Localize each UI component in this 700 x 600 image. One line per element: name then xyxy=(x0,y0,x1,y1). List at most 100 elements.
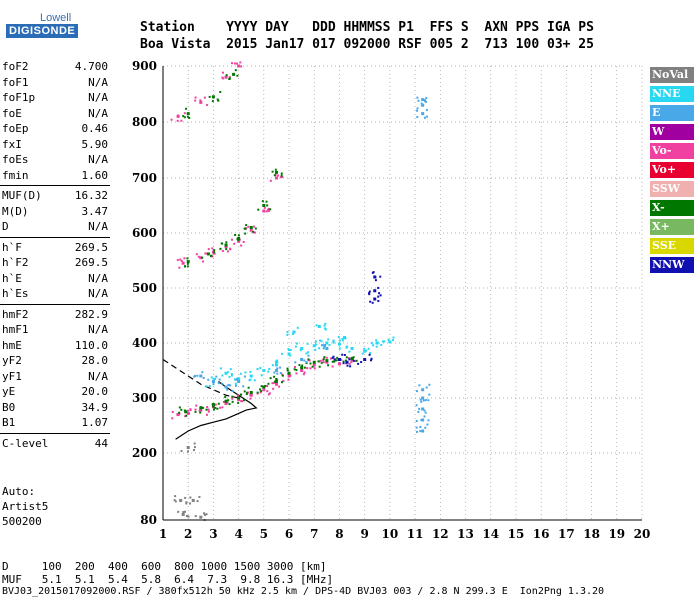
data-point xyxy=(254,227,257,230)
param-name: yE xyxy=(2,385,16,398)
data-point xyxy=(240,400,243,403)
data-point xyxy=(309,362,312,365)
param-value: 44 xyxy=(94,436,108,450)
data-point xyxy=(344,359,347,362)
data-point xyxy=(343,353,346,356)
param-value: N/A xyxy=(88,75,108,89)
data-point xyxy=(392,336,395,339)
param-name: B0 xyxy=(2,400,16,414)
data-point xyxy=(363,358,367,361)
data-point xyxy=(328,344,331,347)
param-name: foF2 xyxy=(2,60,29,73)
data-point xyxy=(199,408,203,412)
param-value: 0.46 xyxy=(81,122,109,135)
data-point xyxy=(325,347,329,350)
profile-line xyxy=(175,381,258,440)
data-point xyxy=(256,391,259,394)
data-point xyxy=(294,345,297,348)
data-point xyxy=(237,234,240,237)
data-point xyxy=(174,495,177,498)
data-point xyxy=(249,370,252,373)
legend-item-vo: Vo+ xyxy=(650,162,694,178)
data-point xyxy=(262,209,266,213)
data-point xyxy=(194,408,197,411)
data-point xyxy=(369,300,372,303)
series-group xyxy=(205,322,395,388)
data-point xyxy=(425,386,428,389)
data-point xyxy=(183,409,186,412)
data-point xyxy=(236,377,239,380)
data-point xyxy=(421,112,425,116)
param-row-fxi: fxI 5.90 xyxy=(2,137,108,153)
param-name: MUF(D) xyxy=(2,189,42,202)
data-point xyxy=(195,253,198,256)
data-point xyxy=(249,378,252,381)
data-point xyxy=(329,357,332,360)
param-row-hmf1: hmF1 N/A xyxy=(2,322,108,338)
param-value: N/A xyxy=(88,106,108,120)
data-point xyxy=(294,361,297,364)
data-point xyxy=(186,265,189,268)
data-point xyxy=(424,399,427,402)
data-point xyxy=(351,357,354,360)
param-row-ye: yE 20.0 xyxy=(2,384,108,400)
data-point xyxy=(203,513,206,516)
data-point xyxy=(212,405,215,408)
data-point xyxy=(287,352,291,356)
x-tick-label: 11 xyxy=(407,527,424,541)
x-tick-label: 15 xyxy=(508,527,525,541)
data-point xyxy=(378,292,381,295)
data-point xyxy=(423,409,426,412)
data-point xyxy=(360,361,363,364)
param-name: h`F2 xyxy=(2,256,29,269)
data-point xyxy=(244,371,247,374)
data-point xyxy=(202,406,205,409)
data-point xyxy=(219,90,222,93)
data-point xyxy=(295,372,298,375)
data-point xyxy=(274,168,277,171)
data-points xyxy=(170,61,431,521)
data-point xyxy=(184,410,188,414)
data-point xyxy=(230,238,233,241)
data-point xyxy=(261,200,264,203)
data-point xyxy=(214,406,217,409)
data-point xyxy=(268,392,271,395)
x-tick-label: 4 xyxy=(234,527,242,541)
data-point xyxy=(349,365,352,368)
data-point xyxy=(184,265,187,268)
param-value: 110.0 xyxy=(74,338,108,352)
data-point xyxy=(199,411,202,414)
data-point xyxy=(281,374,284,377)
data-point xyxy=(300,357,303,360)
data-point xyxy=(421,429,425,433)
data-point xyxy=(198,409,201,412)
data-point xyxy=(317,360,320,363)
param-separator xyxy=(0,432,110,434)
data-point xyxy=(196,500,199,503)
data-point xyxy=(219,367,222,370)
data-point xyxy=(193,446,196,449)
data-point xyxy=(217,382,220,385)
data-point xyxy=(278,385,281,388)
data-point xyxy=(192,449,195,452)
param-row-yf1: yF1 N/A xyxy=(2,369,108,385)
data-point xyxy=(260,374,263,377)
data-point xyxy=(319,339,322,342)
data-point xyxy=(183,116,186,119)
data-point xyxy=(179,498,183,502)
data-point xyxy=(189,496,192,499)
data-point xyxy=(265,200,268,203)
data-point xyxy=(264,384,267,387)
data-point xyxy=(293,366,296,369)
param-value: N/A xyxy=(88,220,108,233)
y-tick-label: 80 xyxy=(140,513,157,527)
data-point xyxy=(173,499,176,502)
data-point xyxy=(387,338,390,341)
param-row-fof2: foF2 4.700 xyxy=(2,59,108,75)
series-group xyxy=(193,96,431,433)
data-point xyxy=(185,414,188,417)
data-point xyxy=(180,259,183,262)
data-point xyxy=(350,347,353,350)
data-point xyxy=(207,410,210,413)
